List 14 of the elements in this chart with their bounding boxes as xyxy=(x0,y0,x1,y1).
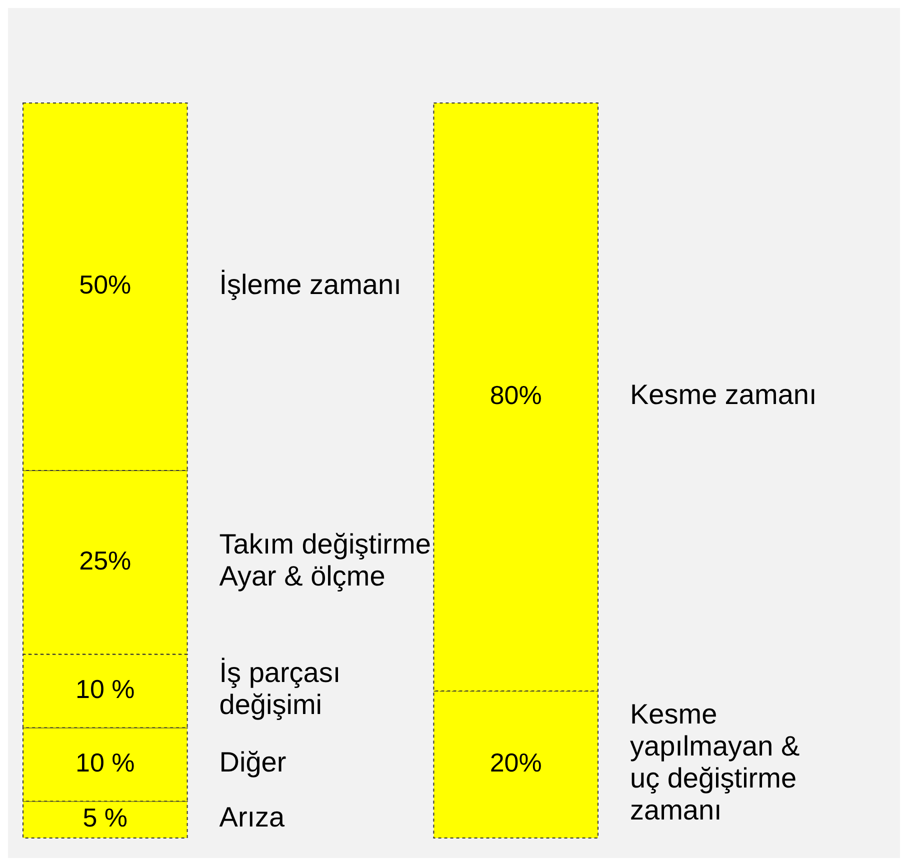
data-label: 25% xyxy=(79,545,132,576)
series-label: Kesme zamanı xyxy=(630,379,817,410)
series-label: Arıza xyxy=(219,802,286,834)
series-label: İş parçası değişimi xyxy=(219,657,341,720)
data-label: 50% xyxy=(79,270,132,300)
series-label: Kesme yapılmayan & uç değiştirme zamanı xyxy=(630,698,800,826)
data-label: 5 % xyxy=(82,802,128,832)
data-label: 80% xyxy=(490,380,542,410)
data-label: 20% xyxy=(490,747,542,778)
series-label: Takım değiştirme Ayar & ölçme xyxy=(219,528,431,592)
series-label: Diğer xyxy=(219,746,286,778)
series-label: İşleme zamanı xyxy=(219,269,402,300)
data-label: 10 % xyxy=(76,674,135,704)
data-label: 10 % xyxy=(76,747,135,778)
